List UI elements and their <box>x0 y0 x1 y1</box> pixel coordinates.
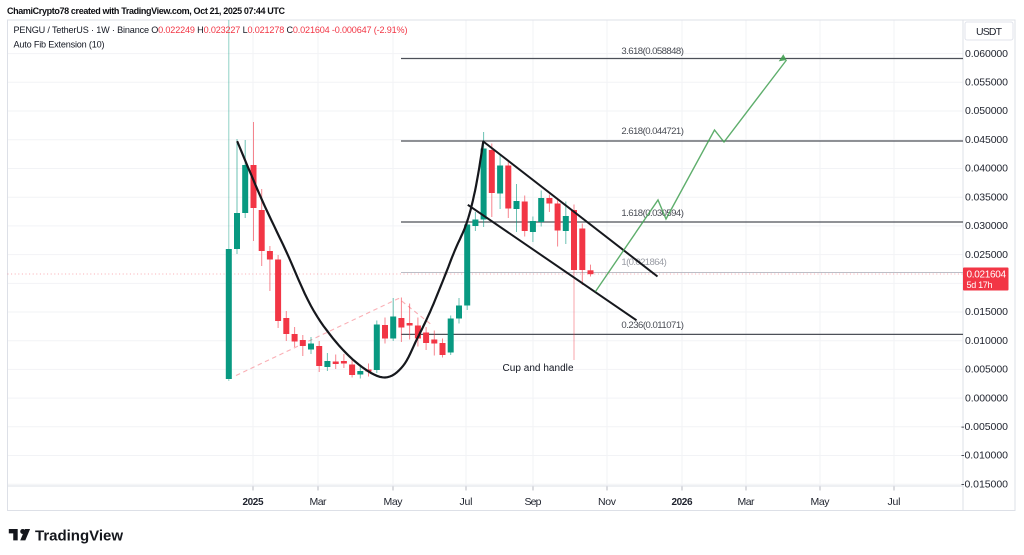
svg-text:5d 17h: 5d 17h <box>967 280 993 290</box>
svg-text:3.618(0.058848): 3.618(0.058848) <box>621 46 684 57</box>
svg-text:0.021604: 0.021604 <box>967 270 1007 281</box>
svg-text:May: May <box>384 496 404 508</box>
svg-text:TradingView: TradingView <box>35 528 123 545</box>
svg-text:Jul: Jul <box>460 496 473 508</box>
svg-text:Cup and handle: Cup and handle <box>503 363 574 374</box>
svg-text:0.025000: 0.025000 <box>965 249 1008 261</box>
svg-text:1.618(0.030594): 1.618(0.030594) <box>621 208 684 219</box>
svg-text:1(0.021864): 1(0.021864) <box>621 257 666 268</box>
svg-text:0.035000: 0.035000 <box>965 191 1008 203</box>
svg-text:0.050000: 0.050000 <box>965 105 1008 117</box>
svg-text:Mar: Mar <box>738 496 756 508</box>
svg-text:-0.010000: -0.010000 <box>961 450 1008 462</box>
svg-text:Nov: Nov <box>598 496 617 508</box>
svg-text:0.000000: 0.000000 <box>965 392 1008 404</box>
svg-text:PENGU / TetherUS · 1W · Binanc: PENGU / TetherUS · 1W · Binance O0.02224… <box>14 25 408 35</box>
svg-text:0.030000: 0.030000 <box>965 220 1008 232</box>
svg-text:0.045000: 0.045000 <box>965 134 1008 146</box>
svg-text:-0.015000: -0.015000 <box>961 478 1008 490</box>
svg-text:0.040000: 0.040000 <box>965 163 1008 175</box>
svg-text:0.055000: 0.055000 <box>965 77 1008 89</box>
svg-text:Sep: Sep <box>525 496 542 508</box>
svg-text:0.010000: 0.010000 <box>965 335 1008 347</box>
svg-text:USDT: USDT <box>976 26 1003 38</box>
svg-text:ChamiCrypto78 created with Tra: ChamiCrypto78 created with TradingView.c… <box>7 6 286 16</box>
svg-text:0.005000: 0.005000 <box>965 364 1008 376</box>
svg-text:0.015000: 0.015000 <box>965 306 1008 318</box>
svg-text:2026: 2026 <box>672 497 693 508</box>
svg-text:0.060000: 0.060000 <box>965 48 1008 60</box>
svg-text:May: May <box>811 496 831 508</box>
svg-text:2025: 2025 <box>243 497 264 508</box>
svg-text:-0.005000: -0.005000 <box>961 421 1008 433</box>
svg-text:Auto Fib Extension (10): Auto Fib Extension (10) <box>14 40 105 50</box>
svg-text:2.618(0.044721): 2.618(0.044721) <box>621 126 684 137</box>
svg-text:Jul: Jul <box>888 496 901 508</box>
svg-text:0.236(0.011071): 0.236(0.011071) <box>621 320 684 331</box>
svg-text:Mar: Mar <box>310 496 328 508</box>
